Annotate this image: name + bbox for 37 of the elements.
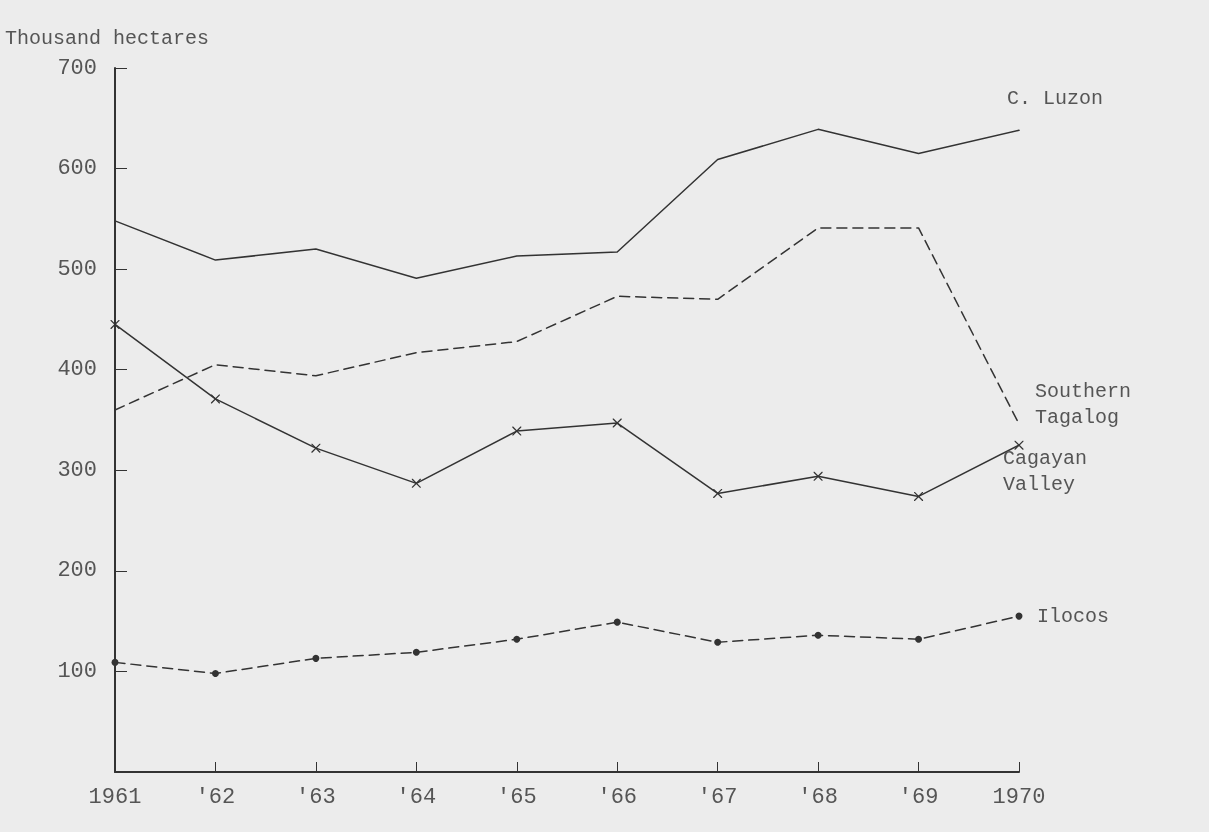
point [210, 394, 220, 404]
point [513, 635, 521, 643]
point [512, 426, 522, 436]
x-tick-label: 1961 [88, 784, 142, 810]
x-tick-label: '65 [496, 784, 537, 810]
point [412, 648, 420, 656]
series-label: C. Luzon [1007, 86, 1104, 110]
point [613, 618, 621, 626]
point [813, 471, 823, 481]
x-tick-label: '64 [396, 784, 437, 810]
x-tick-label: '69 [898, 784, 939, 810]
y-tick-label: 300 [57, 457, 97, 483]
point [110, 319, 120, 329]
point [312, 654, 320, 662]
series-label: Southern Tagalog [1035, 379, 1144, 429]
x-tick-label: '62 [195, 784, 236, 810]
y-tick-label: 200 [57, 558, 97, 584]
x-tick-label: 1970 [992, 784, 1046, 810]
y-tick-label: 700 [57, 55, 97, 81]
point [612, 418, 622, 428]
series-label: Ilocos [1037, 604, 1110, 628]
point [1014, 440, 1024, 450]
y-tick-label: 500 [57, 256, 97, 282]
point [111, 658, 119, 666]
y-tick-label: 600 [57, 156, 97, 182]
x-tick-label: '68 [798, 784, 838, 810]
x-tick-label: '63 [296, 784, 336, 810]
y-axis-title: Thousand hectares [5, 26, 210, 50]
series-label: Cagayan Valley [1003, 446, 1100, 496]
y-tick-label: 100 [57, 658, 97, 684]
point [915, 635, 923, 643]
point [211, 669, 219, 677]
x-tick-label: '66 [597, 784, 638, 810]
point [714, 638, 722, 646]
y-tick-label: 400 [57, 357, 97, 383]
x-tick-label: '67 [697, 784, 738, 810]
point [814, 631, 822, 639]
